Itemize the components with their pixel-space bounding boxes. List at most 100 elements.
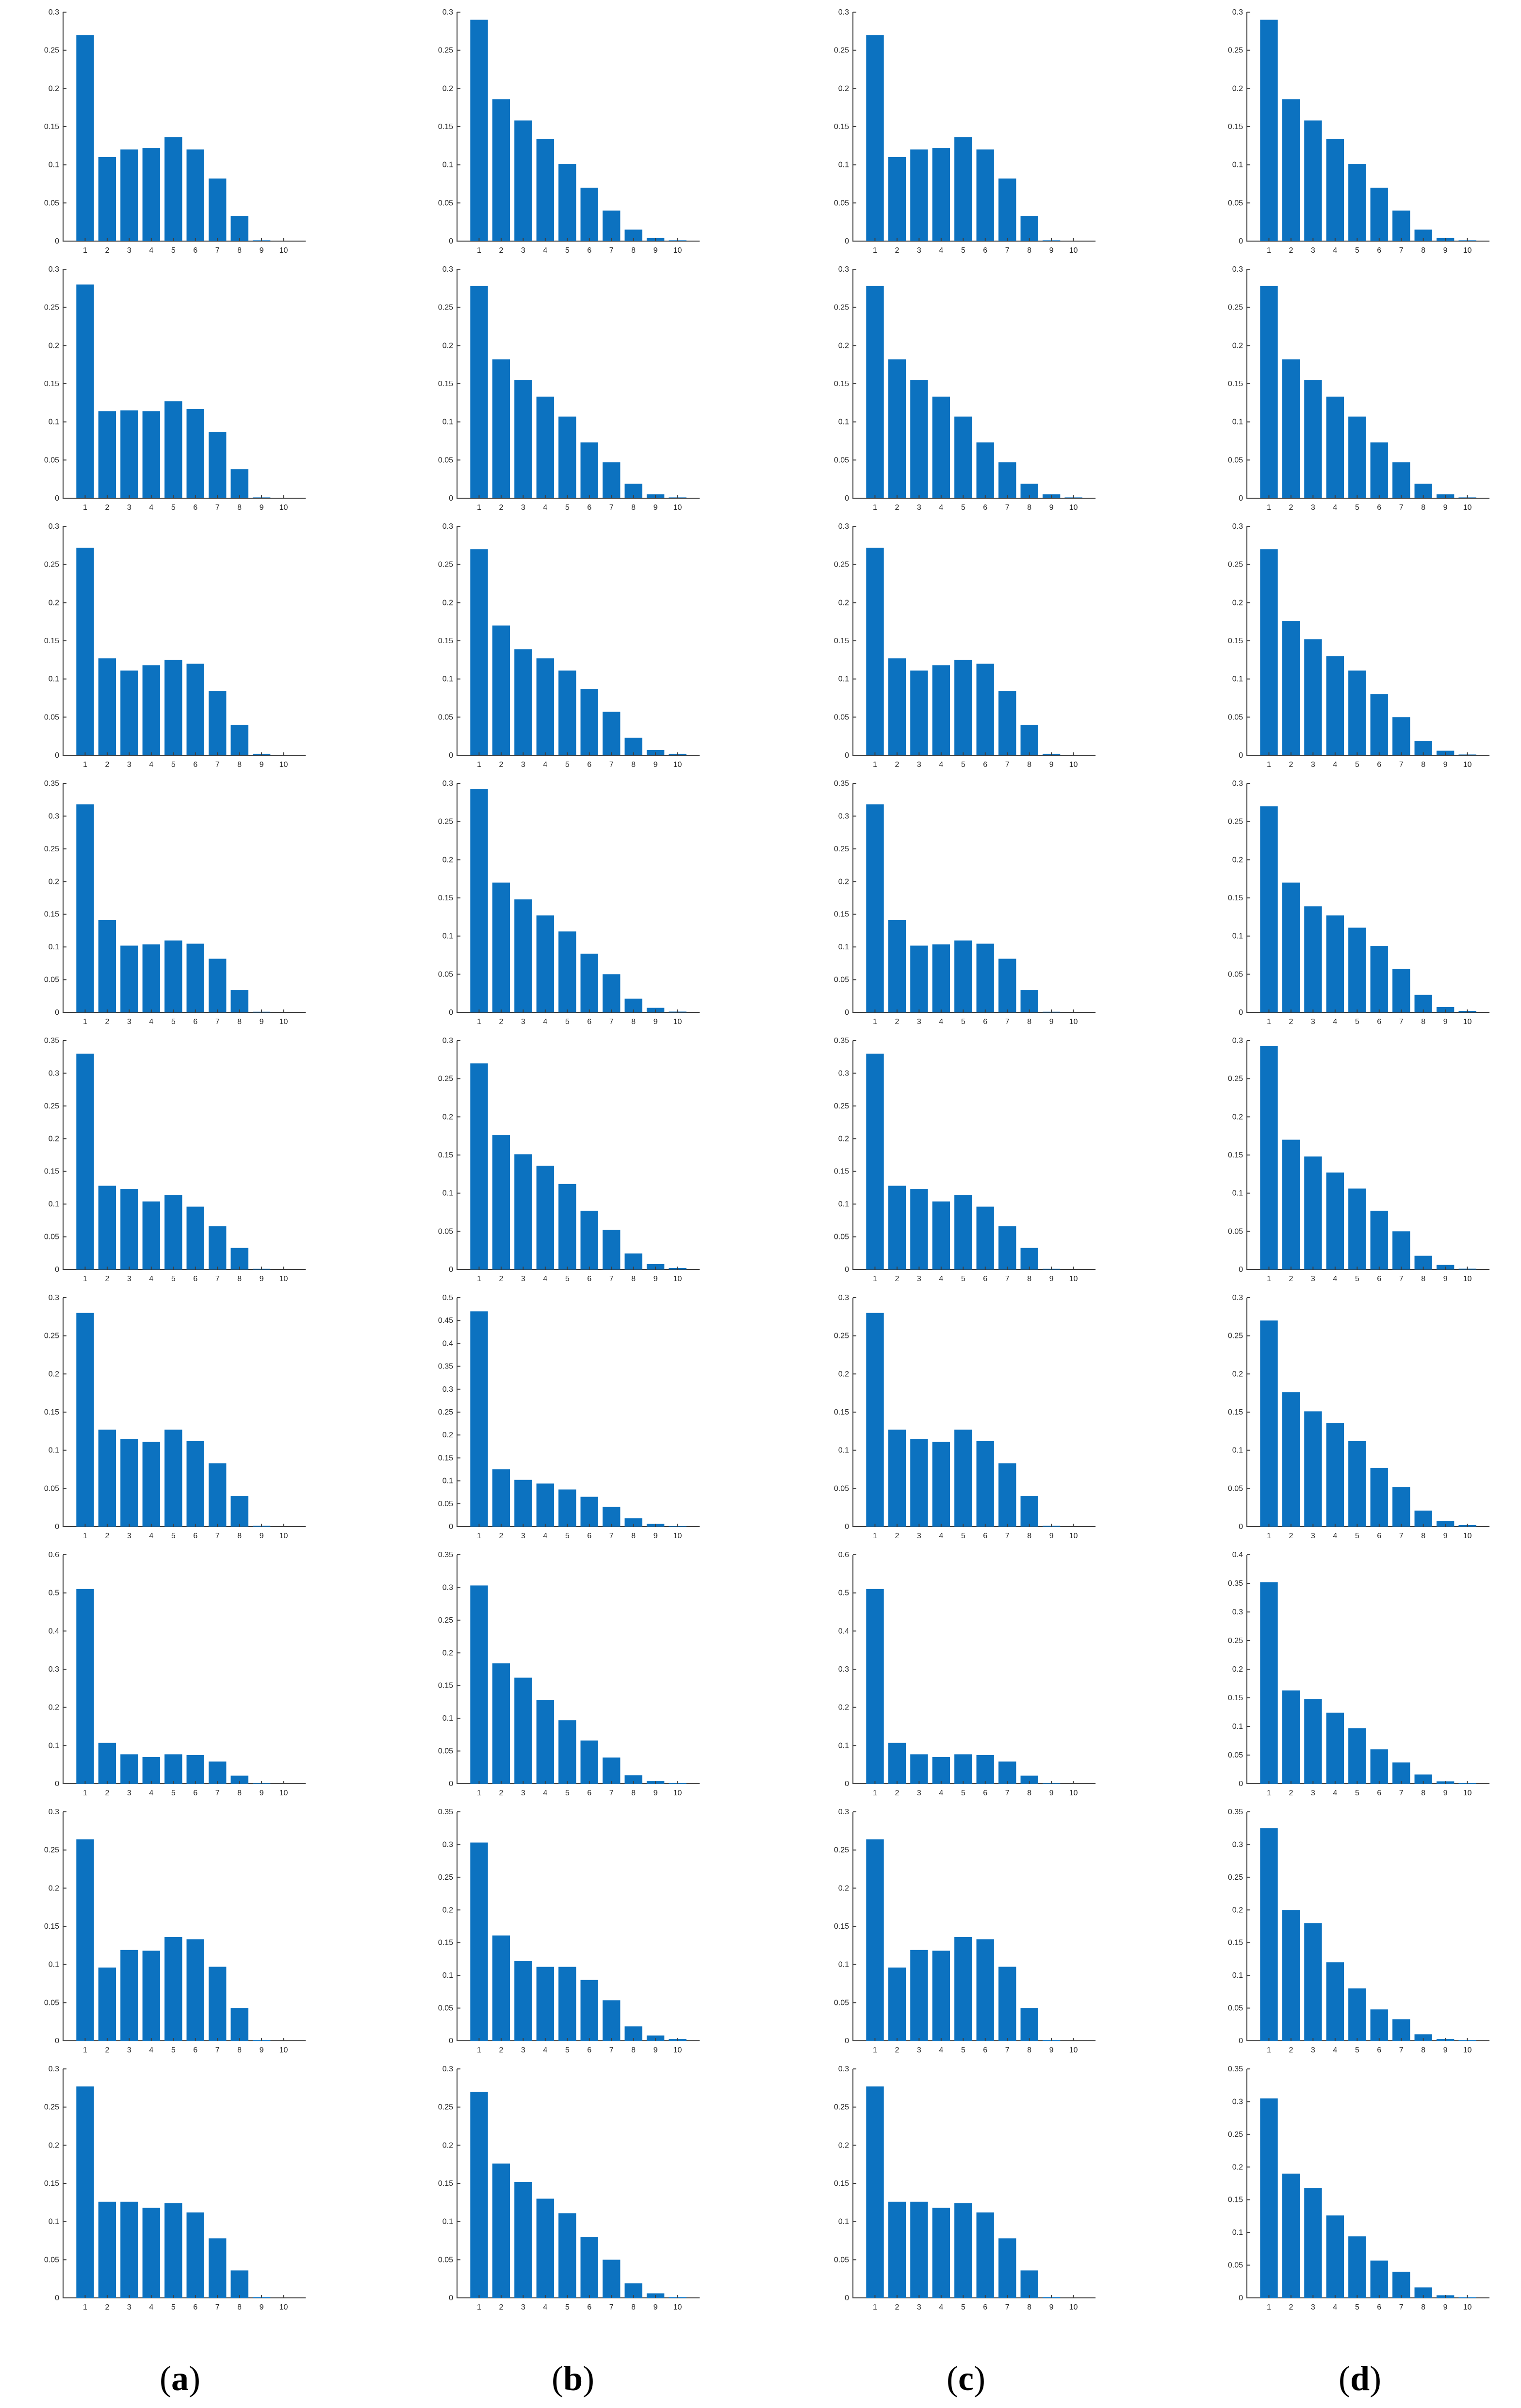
x-tick-label: 9 bbox=[654, 1532, 658, 1540]
y-tick-label: 0.3 bbox=[838, 1069, 849, 1077]
x-tick-label: 10 bbox=[279, 761, 288, 769]
x-tick-label: 5 bbox=[565, 504, 570, 512]
x-tick-label: 9 bbox=[1049, 2046, 1054, 2054]
y-tick-label: 0.2 bbox=[838, 599, 849, 607]
bar-3d-4 bbox=[1326, 656, 1344, 755]
y-tick-label: 0.2 bbox=[442, 856, 453, 864]
y-tick-label: 0.4 bbox=[49, 1627, 59, 1635]
bar-1b-3 bbox=[514, 120, 532, 241]
bar-3c-5 bbox=[954, 660, 972, 755]
x-tick-label: 3 bbox=[917, 2046, 921, 2054]
y-tick-label: 0 bbox=[1239, 1009, 1243, 1017]
x-tick-label: 2 bbox=[895, 2303, 899, 2311]
y-tick-label: 0.05 bbox=[438, 456, 453, 464]
panel-8d: 0 0.05 0.1 0.15 0.2 0.25 0.3 0.35 1 2 3 4 5 6 7 8 9 10 bbox=[1228, 1808, 1489, 2054]
x-tick-label: 3 bbox=[1311, 1018, 1315, 1026]
bar-1a-2 bbox=[98, 157, 116, 241]
x-tick-label: 4 bbox=[939, 246, 943, 255]
y-tick-label: 0.1 bbox=[1232, 1971, 1243, 1980]
x-tick-label: 2 bbox=[1289, 1275, 1293, 1283]
x-tick-label: 2 bbox=[1289, 504, 1293, 512]
bar-6d-4 bbox=[1326, 1423, 1344, 1527]
bar-1b-8 bbox=[624, 229, 642, 241]
x-tick-label: 6 bbox=[587, 761, 591, 769]
bar-6d-5 bbox=[1348, 1441, 1366, 1527]
panel-6b: 0 0.05 0.1 0.15 0.2 0.25 0.3 0.35 0.4 0.45 0.5 1 2 3 4… bbox=[438, 1294, 700, 1540]
x-tick-label: 3 bbox=[521, 1789, 525, 1797]
y-tick-label: 0.1 bbox=[442, 2218, 453, 2226]
bar-2c-2 bbox=[888, 359, 906, 498]
bar-1c-6 bbox=[976, 149, 994, 241]
x-tick-label: 7 bbox=[1005, 1789, 1010, 1797]
bar-1b-7 bbox=[603, 211, 621, 241]
bar-7d-8 bbox=[1414, 1774, 1432, 1784]
y-tick-label: 0.05 bbox=[834, 976, 849, 984]
bar-8c-2 bbox=[888, 1968, 906, 2041]
y-tick-label: 0.3 bbox=[838, 522, 849, 531]
bar-3c-1 bbox=[866, 548, 884, 755]
x-tick-label: 1 bbox=[477, 1275, 481, 1283]
bar-6d-2 bbox=[1282, 1392, 1300, 1527]
bar-1d-5 bbox=[1348, 164, 1366, 241]
x-tick-label: 2 bbox=[895, 504, 899, 512]
y-tick-label: 0.35 bbox=[44, 780, 59, 788]
y-tick-label: 0 bbox=[1239, 1780, 1243, 1788]
y-tick-label: 0.3 bbox=[838, 2065, 849, 2073]
x-tick-label: 9 bbox=[1049, 1018, 1054, 1026]
bar-2c-7 bbox=[998, 462, 1016, 498]
y-tick-label: 0.15 bbox=[1228, 380, 1243, 388]
bar-2b-1 bbox=[470, 286, 488, 498]
bar-1c-1 bbox=[866, 35, 884, 241]
panel-9a: 0 0.05 0.1 0.15 0.2 0.25 0.3 1 2 3 4 5 6 7 8 9 10 bbox=[44, 2065, 306, 2311]
x-tick-label: 6 bbox=[193, 1275, 197, 1283]
x-tick-label: 4 bbox=[149, 761, 153, 769]
bar-4c-6 bbox=[976, 944, 994, 1012]
x-tick-label: 6 bbox=[1377, 1275, 1381, 1283]
x-tick-label: 7 bbox=[1005, 1532, 1010, 1540]
bar-7b-5 bbox=[558, 1720, 576, 1784]
y-tick-label: 0.05 bbox=[1228, 1751, 1243, 1759]
x-tick-label: 1 bbox=[83, 761, 87, 769]
y-tick-label: 0.25 bbox=[438, 561, 453, 569]
x-tick-label: 2 bbox=[1289, 1018, 1293, 1026]
bar-7d-2 bbox=[1282, 1690, 1300, 1784]
x-tick-label: 7 bbox=[215, 504, 220, 512]
y-tick-label: 0.5 bbox=[49, 1589, 59, 1597]
y-tick-label: 0.25 bbox=[1228, 1637, 1243, 1645]
x-tick-label: 2 bbox=[499, 761, 503, 769]
x-tick-label: 10 bbox=[1463, 2046, 1472, 2054]
x-tick-label: 2 bbox=[105, 1532, 109, 1540]
bar-7b-2 bbox=[492, 1663, 510, 1784]
x-tick-label: 7 bbox=[215, 246, 220, 255]
bar-7c-2 bbox=[888, 1742, 906, 1784]
bar-7a-3 bbox=[120, 1754, 138, 1784]
x-tick-label: 4 bbox=[149, 1532, 153, 1540]
bar-8c-4 bbox=[932, 1951, 950, 2041]
bar-5c-3 bbox=[910, 1189, 928, 1269]
caption-d: (d) bbox=[1338, 2359, 1381, 2398]
bar-6c-7 bbox=[998, 1463, 1016, 1527]
bar-8d-1 bbox=[1260, 1828, 1278, 2041]
y-tick-label: 0.35 bbox=[834, 1037, 849, 1045]
bar-1a-1 bbox=[76, 35, 94, 241]
x-tick-label: 4 bbox=[1333, 2303, 1337, 2311]
bar-2a-6 bbox=[186, 408, 204, 498]
y-tick-label: 0.15 bbox=[438, 1939, 453, 1947]
bar-4c-1 bbox=[866, 804, 884, 1012]
bar-1b-4 bbox=[536, 139, 554, 241]
x-tick-label: 7 bbox=[609, 504, 614, 512]
bar-2a-2 bbox=[98, 411, 116, 498]
x-tick-label: 10 bbox=[1069, 1532, 1078, 1540]
x-tick-label: 7 bbox=[1399, 2303, 1404, 2311]
y-tick-label: 0 bbox=[449, 1009, 453, 1017]
bar-8b-4 bbox=[536, 1967, 554, 2041]
y-tick-label: 0.1 bbox=[442, 932, 453, 941]
bar-4a-4 bbox=[142, 944, 160, 1012]
x-tick-label: 8 bbox=[1027, 2046, 1031, 2054]
y-tick-label: 0.1 bbox=[1232, 2229, 1243, 2237]
y-tick-label: 0 bbox=[1239, 237, 1243, 245]
x-tick-label: 8 bbox=[237, 1532, 242, 1540]
x-tick-label: 5 bbox=[1355, 1275, 1359, 1283]
x-tick-label: 1 bbox=[873, 1789, 877, 1797]
y-tick-label: 0.05 bbox=[834, 2256, 849, 2264]
